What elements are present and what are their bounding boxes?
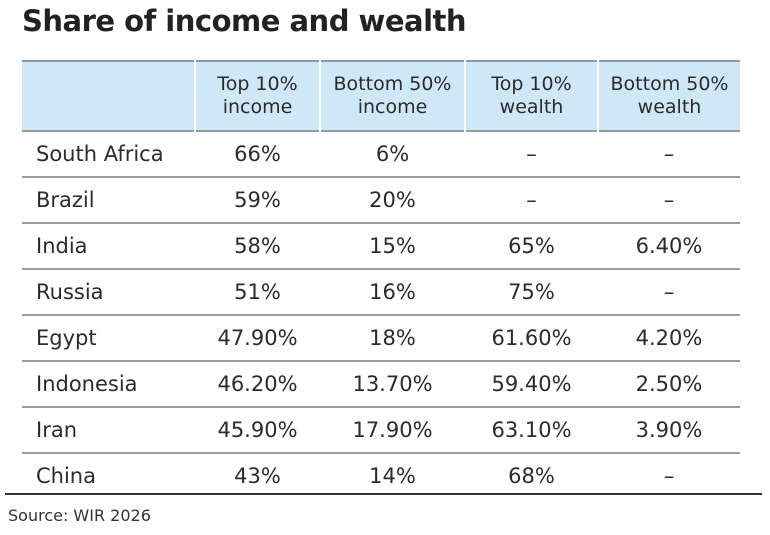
column-header-line: income bbox=[357, 96, 428, 118]
column-header: Bottom 50% income bbox=[319, 61, 465, 131]
value-cell: 59% bbox=[195, 176, 320, 223]
value-cell: 51% bbox=[195, 268, 320, 315]
column-header-line: wealth bbox=[499, 96, 564, 118]
table-row: Brazil 59% 20% – – bbox=[22, 176, 740, 223]
value-cell: 63.10% bbox=[465, 406, 598, 453]
table-row: Indonesia 46.20% 13.70% 59.40% 2.50% bbox=[22, 360, 740, 407]
table-row: India 58% 15% 65% 6.40% bbox=[22, 222, 740, 269]
country-cell: Brazil bbox=[22, 176, 195, 223]
value-cell: 13.70% bbox=[320, 360, 465, 407]
value-cell: 66% bbox=[195, 130, 320, 177]
value-cell: 6.40% bbox=[598, 222, 740, 269]
value-cell: 65% bbox=[465, 222, 598, 269]
country-cell: South Africa bbox=[22, 130, 195, 177]
country-cell: Indonesia bbox=[22, 360, 195, 407]
value-cell: – bbox=[598, 176, 740, 223]
value-cell: 2.50% bbox=[598, 360, 740, 407]
column-header-line: income bbox=[222, 96, 293, 118]
value-cell: – bbox=[465, 176, 598, 223]
value-cell: – bbox=[465, 130, 598, 177]
value-cell: 75% bbox=[465, 268, 598, 315]
value-cell: 68% bbox=[465, 452, 598, 498]
column-header: Bottom 50% wealth bbox=[597, 61, 740, 131]
value-cell: 20% bbox=[320, 176, 465, 223]
country-cell: India bbox=[22, 222, 195, 269]
country-cell: Russia bbox=[22, 268, 195, 315]
value-cell: 45.90% bbox=[195, 406, 320, 453]
country-cell: Egypt bbox=[22, 314, 195, 361]
table-row: South Africa 66% 6% – – bbox=[22, 130, 740, 177]
table-row: Egypt 47.90% 18% 61.60% 4.20% bbox=[22, 314, 740, 361]
value-cell: 17.90% bbox=[320, 406, 465, 453]
value-cell: 47.90% bbox=[195, 314, 320, 361]
bottom-rule bbox=[5, 493, 762, 495]
value-cell: 4.20% bbox=[598, 314, 740, 361]
value-cell: 18% bbox=[320, 314, 465, 361]
value-cell: 14% bbox=[320, 452, 465, 498]
chart-title: Share of income and wealth bbox=[22, 4, 467, 38]
value-cell: – bbox=[598, 268, 740, 315]
value-cell: 58% bbox=[195, 222, 320, 269]
country-cell: Iran bbox=[22, 406, 195, 453]
source-note: Source: WIR 2026 bbox=[8, 506, 151, 525]
table-row: Russia 51% 16% 75% – bbox=[22, 268, 740, 315]
value-cell: 16% bbox=[320, 268, 465, 315]
column-header bbox=[22, 61, 195, 131]
income-wealth-table: Top 10% income Bottom 50% income Top 10% weal… bbox=[22, 60, 740, 498]
value-cell: 3.90% bbox=[598, 406, 740, 453]
header-row: Top 10% income Bottom 50% income Top 10% weal… bbox=[22, 61, 740, 131]
column-header-line: Bottom 50% bbox=[610, 73, 729, 95]
column-header: Top 10% income bbox=[194, 61, 320, 131]
table-row: Iran 45.90% 17.90% 63.10% 3.90% bbox=[22, 406, 740, 453]
column-header-line: Top 10% bbox=[491, 73, 572, 95]
table-row: China 43% 14% 68% – bbox=[22, 452, 740, 498]
country-cell: China bbox=[22, 452, 195, 498]
value-cell: – bbox=[598, 452, 740, 498]
column-header: Top 10% wealth bbox=[464, 61, 598, 131]
value-cell: – bbox=[598, 130, 740, 177]
value-cell: 46.20% bbox=[195, 360, 320, 407]
column-header-line: Top 10% bbox=[217, 73, 298, 95]
column-header-line: Bottom 50% bbox=[333, 73, 452, 95]
value-cell: 59.40% bbox=[465, 360, 598, 407]
value-cell: 61.60% bbox=[465, 314, 598, 361]
value-cell: 43% bbox=[195, 452, 320, 498]
value-cell: 15% bbox=[320, 222, 465, 269]
value-cell: 6% bbox=[320, 130, 465, 177]
column-header-line: wealth bbox=[637, 96, 702, 118]
